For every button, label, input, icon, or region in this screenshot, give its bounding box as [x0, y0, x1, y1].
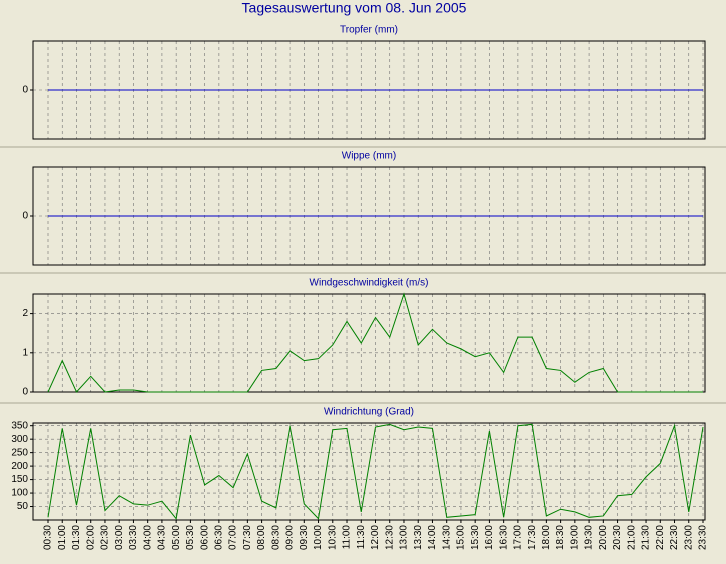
x-tick-label: 20:00 [598, 525, 609, 550]
data-line [47, 423, 704, 520]
x-tick-label: 02:00 [85, 525, 96, 550]
x-tick-label: 17:00 [513, 525, 524, 550]
x-tick-label: 16:30 [498, 525, 509, 550]
y-tick-label: 1 [22, 347, 28, 358]
y-tick-label: 2 [22, 308, 28, 319]
x-tick-label: 14:00 [427, 525, 438, 550]
plot-frame [32, 293, 706, 393]
x-tick-label: 11:30 [356, 525, 367, 550]
x-tick-label: 15:30 [470, 525, 481, 550]
x-tick-label: 18:00 [541, 525, 552, 550]
x-tick-label: 05:30 [185, 525, 196, 550]
y-tick-label: 0 [22, 211, 28, 222]
chart-title: Windrichtung (Grad) [324, 407, 414, 418]
y-tick-label: 0 [22, 85, 28, 96]
x-tick-label: 07:30 [242, 525, 253, 550]
x-tick-label: 09:00 [285, 525, 296, 550]
x-tick-label: 06:00 [199, 525, 210, 550]
x-tick-label: 04:00 [142, 525, 153, 550]
x-tick-label: 22:30 [669, 525, 680, 550]
x-tick-label: 14:30 [441, 525, 452, 550]
data-line [47, 292, 703, 393]
y-tick-label: 150 [11, 474, 28, 485]
y-tick-label: 350 [11, 420, 28, 431]
y-tick-label: 50 [17, 501, 29, 512]
x-tick-label: 06:30 [214, 525, 225, 550]
x-tick-label: 00:30 [43, 525, 54, 550]
plot-frame [32, 40, 706, 140]
x-tick-label: 01:30 [71, 525, 82, 550]
x-tick-label: 03:00 [114, 525, 125, 550]
main-title: Tagesauswertung vom 08. Jun 2005 [242, 0, 467, 16]
y-tick-label: 300 [11, 434, 28, 445]
x-tick-label: 01:00 [57, 525, 68, 550]
plot-frame [32, 166, 706, 266]
x-tick-label: 08:30 [270, 525, 281, 550]
x-tick-label: 23:00 [683, 525, 694, 550]
x-tick-label: 23:30 [698, 525, 709, 550]
x-tick-label: 05:00 [171, 525, 182, 550]
x-tick-label: 09:30 [299, 525, 310, 550]
chart-title: Wippe (mm) [342, 151, 396, 162]
chart-title: Tropfer (mm) [340, 25, 398, 36]
x-tick-label: 20:30 [612, 525, 623, 550]
x-tick-label: 08:00 [256, 525, 267, 550]
x-tick-label: 11:00 [342, 525, 353, 550]
x-tick-label: 21:30 [641, 525, 652, 550]
x-tick-label: 17:30 [527, 525, 538, 550]
x-tick-label: 19:30 [584, 525, 595, 550]
y-tick-label: 200 [11, 461, 28, 472]
y-tick-label: 0 [22, 387, 28, 398]
x-tick-label: 15:00 [456, 525, 467, 550]
x-tick-label: 21:00 [626, 525, 637, 550]
x-tick-label: 12:30 [384, 525, 395, 550]
x-tick-label: 19:00 [569, 525, 580, 550]
x-tick-label: 13:00 [399, 525, 410, 550]
x-tick-label: 22:00 [655, 525, 666, 550]
x-tick-label: 03:30 [128, 525, 139, 550]
y-tick-label: 100 [11, 488, 28, 499]
x-tick-label: 18:30 [555, 525, 566, 550]
x-tick-label: 10:00 [313, 525, 324, 550]
plot-frame [32, 422, 706, 521]
x-tick-label: 12:00 [370, 525, 381, 550]
x-tick-label: 16:00 [484, 525, 495, 550]
x-tick-label: 04:30 [157, 525, 168, 550]
x-tick-label: 07:00 [228, 525, 239, 550]
y-tick-label: 250 [11, 447, 28, 458]
x-tick-label: 02:30 [100, 525, 111, 550]
x-tick-label: 10:30 [327, 525, 338, 550]
x-tick-label: 13:30 [413, 525, 424, 550]
chart-title: Windgeschwindigkeit (m/s) [310, 278, 429, 289]
